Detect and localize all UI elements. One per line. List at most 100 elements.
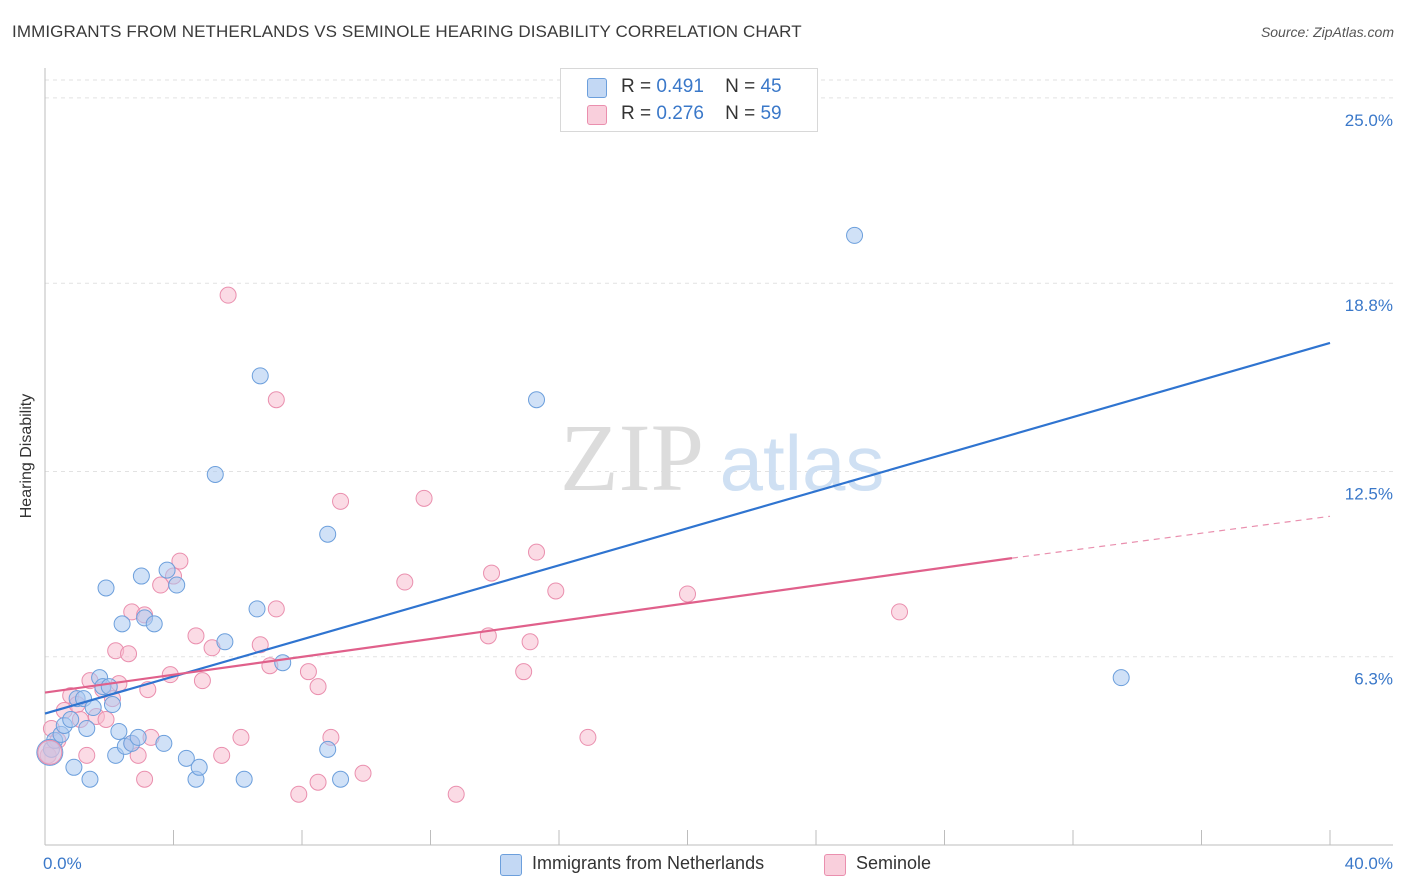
- y-axis-title-wrap: Hearing Disability: [0, 0, 60, 892]
- legend-r-label: R =: [621, 76, 652, 97]
- seminole-point: [299, 663, 317, 681]
- tick-label-layer: 6.3% 12.5% 18.8% 25.0% 0.0% 40.0%: [43, 111, 1393, 873]
- netherlands-point: [103, 696, 121, 714]
- seminole-point: [579, 728, 597, 746]
- netherlands-point: [97, 579, 115, 597]
- seminole-point: [528, 543, 546, 561]
- netherlands-point: [110, 722, 128, 740]
- netherlands-point: [155, 734, 173, 752]
- legend-text: R = 0.276 N = 59: [621, 103, 782, 125]
- netherlands-point: [251, 367, 269, 385]
- seminole-point: [679, 585, 696, 603]
- netherlands-point: [190, 758, 208, 776]
- x-tick-label: 40.0%: [1345, 854, 1393, 873]
- seminole-point: [171, 552, 189, 570]
- netherlands-point: [235, 770, 253, 788]
- seminole-point: [547, 582, 565, 600]
- netherlands-point: [332, 770, 350, 788]
- netherlands-point: [100, 678, 118, 696]
- seminole-point-cluster: [37, 739, 63, 765]
- seminole-point: [187, 627, 205, 645]
- legend-r-value: 0.491: [656, 76, 704, 97]
- netherlands-point: [145, 615, 163, 633]
- seminole-trendline-extension: [1011, 515, 1331, 559]
- netherlands-point: [248, 600, 266, 618]
- netherlands-point: [206, 465, 224, 483]
- legend-n-label: N =: [725, 76, 756, 97]
- netherlands-point: [113, 615, 131, 633]
- x-tick-label: 0.0%: [43, 854, 82, 873]
- seminole-trendline: [44, 557, 1013, 694]
- netherlands-point: [81, 770, 99, 788]
- netherlands-point: [319, 525, 337, 543]
- y-tick-label: 6.3%: [1354, 670, 1393, 689]
- seminole-point: [97, 710, 115, 728]
- seminole-point: [120, 645, 138, 663]
- grid-layer: [45, 79, 1393, 658]
- netherlands-point: [177, 749, 195, 767]
- legend-n-value: 59: [760, 103, 782, 124]
- chart-title: IMMIGRANTS FROM NETHERLANDS VS SEMINOLE …: [12, 22, 802, 41]
- legend-text: R = 0.491 N = 45: [621, 76, 782, 98]
- seminole-point: [290, 785, 308, 803]
- legend-n-label: N =: [725, 103, 756, 124]
- y-tick-label: 18.8%: [1345, 296, 1393, 315]
- seminole-point: [309, 773, 327, 791]
- bottom-legend-swatch-blue: [500, 854, 522, 876]
- seminole-point: [891, 603, 909, 621]
- bottom-legend-swatch-pink: [824, 854, 846, 876]
- seminole-point: [193, 672, 211, 690]
- seminole-point: [267, 600, 285, 618]
- watermark: ZIP atlas: [560, 404, 884, 511]
- y-tick-label: 25.0%: [1345, 111, 1393, 130]
- points-layer: [36, 226, 1130, 803]
- trend-layer: [44, 341, 1331, 715]
- seminole-point: [136, 770, 154, 788]
- seminole-point: [354, 764, 372, 782]
- netherlands-point: [78, 719, 96, 737]
- netherlands-point: [168, 576, 186, 594]
- seminole-point: [396, 573, 414, 591]
- netherlands-point: [319, 740, 337, 758]
- seminole-point: [267, 391, 285, 409]
- netherlands-point-cluster: [36, 738, 64, 766]
- seminole-point: [213, 746, 231, 764]
- netherlands-point: [129, 728, 147, 746]
- legend-swatch-blue: [587, 78, 607, 98]
- seminole-point: [521, 633, 539, 651]
- seminole-point: [483, 564, 501, 582]
- netherlands-point: [1112, 669, 1130, 687]
- y-axis-title: Hearing Disability: [18, 393, 35, 519]
- legend-n-value: 45: [760, 76, 782, 97]
- seminole-point: [219, 286, 237, 304]
- seminole-point: [309, 678, 327, 696]
- netherlands-trendline: [44, 341, 1331, 715]
- netherlands-point: [274, 654, 292, 672]
- legend-r-value: 0.276: [656, 103, 704, 124]
- seminole-point: [332, 492, 350, 510]
- correlation-legend: R = 0.491 N = 45 R = 0.276 N = 59: [560, 68, 818, 132]
- seminole-point: [447, 785, 465, 803]
- y-tick-label: 12.5%: [1345, 484, 1393, 503]
- netherlands-point: [216, 633, 234, 651]
- bottom-legend-label: Immigrants from Netherlands: [532, 853, 765, 873]
- netherlands-point: [65, 758, 83, 776]
- netherlands-point: [846, 226, 864, 244]
- seminole-point: [515, 663, 533, 681]
- legend-r-label: R =: [621, 103, 652, 124]
- netherlands-point: [62, 710, 80, 728]
- seminole-point: [232, 728, 250, 746]
- axis-layer: [44, 68, 1393, 846]
- legend-swatch-pink: [587, 105, 607, 125]
- seminole-point: [415, 489, 433, 507]
- netherlands-point: [132, 567, 150, 585]
- seminole-point: [78, 746, 96, 764]
- watermark-zip: ZIP: [560, 404, 704, 511]
- bottom-legend-label: Seminole: [856, 853, 932, 873]
- source-label: Source: ZipAtlas.com: [1260, 24, 1394, 40]
- watermark-atlas: atlas: [720, 419, 885, 507]
- seminole-point: [251, 636, 269, 654]
- netherlands-point: [528, 391, 546, 409]
- netherlands-point: [158, 561, 176, 579]
